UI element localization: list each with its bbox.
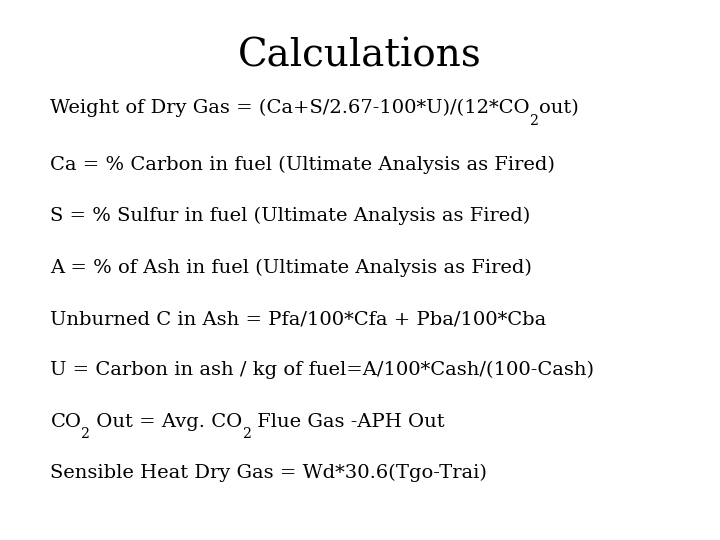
Text: Ca = % Carbon in fuel (Ultimate Analysis as Fired): Ca = % Carbon in fuel (Ultimate Analysis… [50,156,555,174]
Text: Flue Gas -APH Out: Flue Gas -APH Out [251,413,445,430]
Text: out): out) [539,99,579,117]
Text: 2: 2 [243,428,251,442]
Text: 2: 2 [81,428,90,442]
Text: U = Carbon in ash / kg of fuel=A/100*Cash/(100-Cash): U = Carbon in ash / kg of fuel=A/100*Cas… [50,361,595,379]
Text: A = % of Ash in fuel (Ultimate Analysis as Fired): A = % of Ash in fuel (Ultimate Analysis … [50,259,532,276]
Text: CO: CO [50,413,81,430]
Text: Out = Avg. CO: Out = Avg. CO [90,413,243,430]
Text: S = % Sulfur in fuel (Ultimate Analysis as Fired): S = % Sulfur in fuel (Ultimate Analysis … [50,207,531,225]
Text: Weight of Dry Gas = (Ca+S/2.67-100*U)/(12*CO: Weight of Dry Gas = (Ca+S/2.67-100*U)/(1… [50,99,530,117]
Text: Unburned C in Ash = Pfa/100*Cfa + Pba/100*Cba: Unburned C in Ash = Pfa/100*Cfa + Pba/10… [50,310,546,328]
Text: 2: 2 [530,114,539,129]
Text: Calculations: Calculations [238,38,482,75]
Text: Sensible Heat Dry Gas = Wd*30.6(Tgo-Trai): Sensible Heat Dry Gas = Wd*30.6(Tgo-Trai… [50,464,487,482]
